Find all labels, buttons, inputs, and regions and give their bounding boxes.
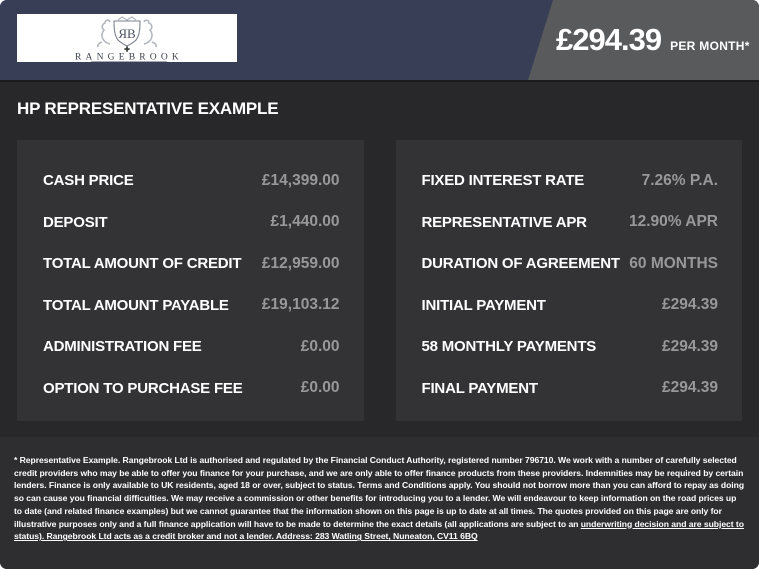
page-title: HP REPRESENTATIVE EXAMPLE (17, 99, 279, 118)
finance-row-value: £0.00 (300, 379, 340, 397)
header-banner: £294.39 PER MONTH* ЯB (0, 0, 759, 82)
finance-row-value: 60 MONTHS (629, 254, 718, 272)
finance-row: FINAL PAYMENT £294.39 (422, 368, 719, 410)
price-wedge: £294.39 PER MONTH* (528, 0, 759, 80)
finance-row-label: 58 MONTHLY PAYMENTS (421, 338, 597, 356)
finance-row-label: INITIAL PAYMENT (421, 296, 546, 314)
finance-row-label: CASH PRICE (43, 172, 134, 190)
left-lion-icon (96, 19, 111, 48)
finance-row-value: £294.39 (661, 379, 718, 397)
main-content: HP REPRESENTATIVE EXAMPLE CASH PRICE £14,… (0, 82, 759, 437)
finance-disclaimer: * Representative Example. Rangebrook Ltd… (14, 454, 745, 543)
disclaimer-text: * Representative Example. Rangebrook Ltd… (14, 455, 745, 529)
finance-row-label: REPRESENTATIVE APR (421, 213, 588, 231)
finance-panel-left: CASH PRICE £14,399.00 DEPOSIT £1,440.00 TOTA… (17, 140, 364, 421)
crest-plus-icon (124, 46, 130, 52)
finance-row-label: FIXED INTEREST RATE (421, 172, 585, 190)
finance-row: DEPOSIT £1,440.00 (43, 202, 340, 244)
finance-row-label: TOTAL AMOUNT PAYABLE (43, 296, 229, 314)
brand-name: RANGEBROOK (75, 53, 183, 63)
finance-row: FIXED INTEREST RATE 7.26% P.A. (422, 160, 719, 202)
finance-row-value: 7.26% P.A. (641, 171, 718, 189)
shield-icon (113, 20, 141, 47)
finance-row: 58 MONTHLY PAYMENTS £294.39 (422, 326, 719, 368)
finance-row-value: £19,103.12 (261, 296, 340, 314)
finance-row-value: 12.90% APR (628, 213, 718, 231)
finance-row: TOTAL AMOUNT OF CREDIT £12,959.00 (43, 243, 340, 285)
monthly-price-suffix: PER MONTH* (670, 39, 750, 53)
finance-row-value: £12,959.00 (261, 254, 340, 272)
finance-row: ADMINISTRATION FEE £0.00 (43, 326, 340, 368)
rangebrook-crest-icon: ЯB RANGEBROOK (75, 16, 183, 63)
shield-monogram: ЯB (118, 26, 136, 41)
disclaimer-underlined-text: underwriting decision and are subject to… (14, 518, 744, 542)
finance-row-value: £14,399.00 (261, 171, 340, 189)
finance-row-label: ADMINISTRATION FEE (43, 338, 202, 356)
monthly-price: £294.39 PER MONTH* (556, 22, 750, 58)
right-lion-icon (143, 19, 158, 48)
rangebrook-logo: ЯB RANGEBROOK (17, 14, 237, 62)
finance-row: DURATION OF AGREEMENT 60 MONTHS (422, 243, 719, 285)
finance-row: TOTAL AMOUNT PAYABLE £19,103.12 (43, 285, 340, 327)
finance-row: CASH PRICE £14,399.00 (43, 160, 340, 202)
crest-crown-icon (117, 16, 137, 21)
finance-row: REPRESENTATIVE APR 12.90% APR (422, 202, 719, 244)
finance-row-label: TOTAL AMOUNT OF CREDIT (43, 255, 242, 273)
finance-row-value: £1,440.00 (270, 213, 340, 231)
finance-row-value: £294.39 (661, 296, 718, 314)
monthly-price-amount: £294.39 (556, 22, 662, 57)
finance-row: INITIAL PAYMENT £294.39 (422, 285, 719, 327)
finance-row-label: DURATION OF AGREEMENT (421, 255, 620, 273)
finance-panels: CASH PRICE £14,399.00 DEPOSIT £1,440.00 TOTA… (17, 140, 742, 421)
finance-row-value: £294.39 (661, 337, 718, 355)
finance-row-value: £0.00 (300, 337, 340, 355)
finance-row-label: FINAL PAYMENT (421, 379, 539, 397)
footer: * Representative Example. Rangebrook Ltd… (0, 437, 759, 569)
finance-row-label: OPTION TO PURCHASE FEE (43, 379, 243, 397)
brand-underline-rule (91, 61, 167, 62)
finance-row-label: DEPOSIT (43, 213, 108, 231)
finance-row: OPTION TO PURCHASE FEE £0.00 (43, 368, 340, 410)
finance-panel-right: FIXED INTEREST RATE 7.26% P.A. REPRESENTAT… (395, 140, 742, 421)
